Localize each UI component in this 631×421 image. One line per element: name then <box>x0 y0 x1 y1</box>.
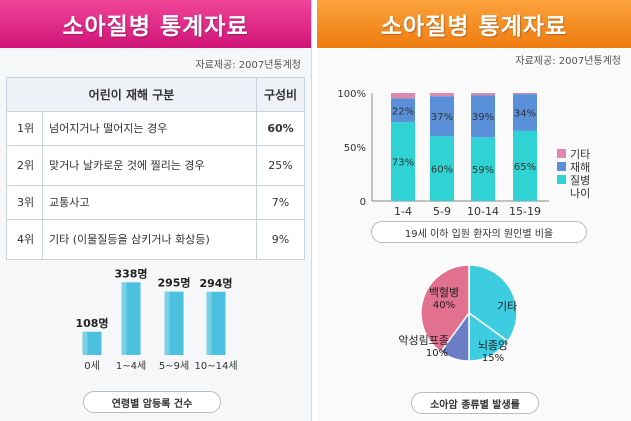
pie-slice-label: 백혈병 <box>429 285 459 299</box>
stack-segment-label: 65% <box>514 162 536 173</box>
row-rank: 4위 <box>6 219 43 260</box>
row-rank: 1위 <box>6 111 43 146</box>
pie-slice-label: 기타 <box>497 300 517 313</box>
legend-swatch <box>557 162 566 171</box>
table-row: 3위 교통사고 7% <box>6 185 305 220</box>
stack-segment-label: 59% <box>472 165 494 176</box>
age-category-label: 0세 <box>84 360 100 372</box>
pie-slice-pct: 40% <box>433 300 455 311</box>
stack-segment-label: 39% <box>472 112 494 123</box>
stack-category-label: 10-14 <box>467 205 499 218</box>
pie-slice-pct: 15% <box>482 353 504 364</box>
row-cause: 교통사고 <box>42 185 257 220</box>
row-pct: 9% <box>256 219 305 260</box>
stack-segment <box>391 122 415 201</box>
row-cause: 넘어지거나 떨어지는 경우 <box>42 111 257 146</box>
age-bar <box>206 291 226 355</box>
stack-chart-caption: 19세 이하 입원 환자의 원인별 비율 <box>371 221 587 243</box>
y-tick-label: 100% <box>337 89 366 100</box>
age-bar-highlight <box>82 331 88 355</box>
pie-slice <box>420 264 470 353</box>
left-source: 자료제공: 2007년통계청 <box>195 60 301 71</box>
row-rank: 3위 <box>6 185 43 220</box>
age-bar-highlight <box>121 282 127 355</box>
age-bar-highlight <box>164 291 170 355</box>
row-cause: 기타 (이물질등을 삼키거나 화상등) <box>42 219 257 260</box>
stack-segment <box>513 93 537 95</box>
stack-legend: 기타 재해 질병 나이 <box>557 147 591 200</box>
stack-segment <box>391 93 415 99</box>
age-bar-value-label: 108명 <box>75 316 108 330</box>
row-pct: 7% <box>256 185 305 220</box>
stack-segment <box>430 136 454 201</box>
pie-slice <box>468 264 518 343</box>
age-bar-highlight <box>206 291 212 355</box>
age-bar <box>164 291 184 355</box>
right-source: 자료제공: 2007년통계청 <box>515 56 621 67</box>
age-bar-value-label: 294명 <box>199 276 232 290</box>
y-tick-label: 50% <box>344 143 366 154</box>
legend-item: 기타 <box>557 147 591 161</box>
right-title: 소아질병 통계자료 <box>317 0 631 48</box>
legend-swatch <box>557 149 566 158</box>
stack-segment <box>391 98 415 123</box>
legend-label: 기타 <box>570 147 591 161</box>
table-row: 1위 넘어지거나 떨어지는 경우 60% <box>6 111 305 146</box>
stack-segment-label: 60% <box>431 165 453 176</box>
table-row: 2위 맞거나 날카로운 것에 찔리는 경우 25% <box>6 145 305 186</box>
stack-segment <box>430 93 454 97</box>
stack-segment <box>471 137 495 201</box>
pie-chart-caption: 소아암 종류별 발생률 <box>411 392 539 414</box>
age-bar <box>82 331 102 355</box>
stack-segment <box>471 93 495 96</box>
row-pct: 60% <box>256 111 305 146</box>
row-rank: 2위 <box>6 145 43 186</box>
stack-segment-label: 37% <box>431 112 453 123</box>
injury-cause-table: 어린이 재해 구분 구성비 1위 넘어지거나 떨어지는 경우 60% 2위 맞거… <box>6 77 305 260</box>
legend-swatch <box>557 188 566 197</box>
legend-label: 질병 <box>570 173 591 187</box>
age-category-label: 1~4세 <box>116 360 146 372</box>
admission-cause-stacked-chart: 0 50% 100% 73% 22% 1-4 60% 37% 5-9 59% 39% 10-14 65%… <box>337 89 549 218</box>
y-tick-label: 0 <box>360 197 366 208</box>
stack-category-label: 1-4 <box>394 205 412 218</box>
legend-label: 재해 <box>570 160 591 174</box>
stack-segment-label: 73% <box>392 158 414 169</box>
stack-category-label: 5-9 <box>433 205 451 218</box>
pie-slice-label: 뇌종양 <box>478 339 508 352</box>
age-chart-caption: 연령별 암등록 건수 <box>83 391 221 413</box>
left-title: 소아질병 통계자료 <box>0 0 311 48</box>
table-header-pct: 구성비 <box>256 77 305 112</box>
table-header-cause: 어린이 재해 구분 <box>6 77 257 112</box>
stack-category-label: 15-19 <box>509 205 541 218</box>
age-category-label: 5~9세 <box>159 360 189 372</box>
table-row: 4위 기타 (이물질등을 삼키거나 화상등) 9% <box>6 219 305 260</box>
stack-segment <box>513 130 537 201</box>
stack-segment-label: 22% <box>392 106 414 117</box>
row-pct: 25% <box>256 145 305 186</box>
stack-segment <box>430 96 454 137</box>
legend-item: 나이 <box>557 186 591 200</box>
pie-slice-pct: 10% <box>426 348 448 359</box>
age-bar <box>121 282 141 355</box>
legend-swatch <box>557 175 566 184</box>
age-bar-value-label: 295명 <box>157 276 190 290</box>
row-cause: 맞거나 날카로운 것에 찔리는 경우 <box>42 145 257 186</box>
age-category-label: 10~14세 <box>194 360 237 372</box>
stack-segment <box>471 95 495 138</box>
legend-label: 나이 <box>570 186 591 200</box>
stack-segment <box>513 94 537 131</box>
left-panel: 소아질병 통계자료 자료제공: 2007년통계청 어린이 재해 구분 구성비 1… <box>0 0 312 421</box>
legend-item: 재해 <box>557 160 591 174</box>
legend-item: 질병 <box>557 173 591 187</box>
stack-segment-label: 34% <box>514 108 536 119</box>
pie-slice-label: 악성림프종 <box>398 334 449 347</box>
age-bar-value-label: 338명 <box>114 266 147 280</box>
age-cancer-bar-chart: 108명 0세 338명 1~4세 295명 5~9세 294명 10~14세 <box>75 266 237 372</box>
